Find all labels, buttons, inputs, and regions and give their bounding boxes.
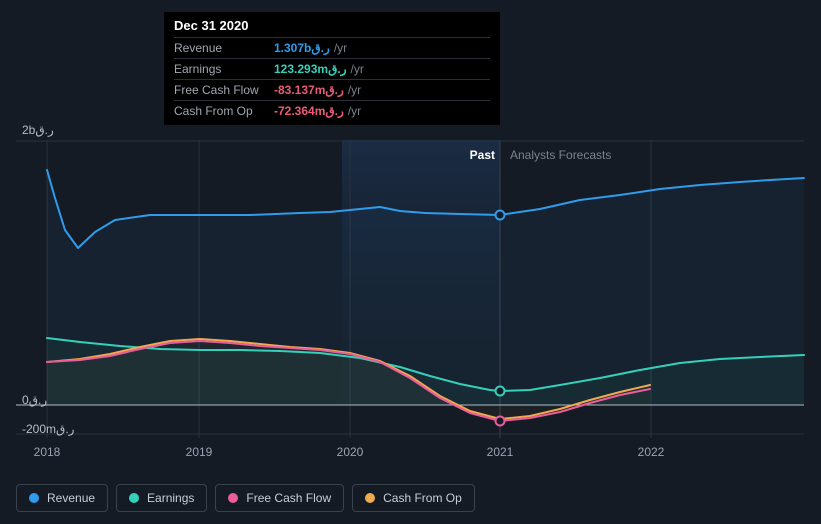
- y-axis-label: 2bر.ق: [22, 123, 54, 137]
- tooltip-row: Earnings123.293mر.ق/yr: [174, 59, 490, 80]
- forecast-label: Analysts Forecasts: [510, 148, 611, 162]
- tooltip-row-value: 123.293mر.ق/yr: [274, 59, 490, 80]
- legend-dot-icon: [365, 493, 375, 503]
- legend-dot-icon: [29, 493, 39, 503]
- tooltip-row-label: Cash From Op: [174, 101, 274, 122]
- x-axis-label: 2020: [337, 445, 364, 459]
- legend-item[interactable]: Revenue: [16, 484, 108, 512]
- legend-label: Cash From Op: [383, 491, 462, 505]
- chart-tooltip: Dec 31 2020 Revenue1.307bر.ق/yrEarnings1…: [164, 12, 500, 125]
- y-axis-label: 0ر.ق: [22, 393, 47, 407]
- tooltip-row-value: -72.364mر.ق/yr: [274, 101, 490, 122]
- tooltip-row-value: -83.137mر.ق/yr: [274, 80, 490, 101]
- legend-dot-icon: [228, 493, 238, 503]
- tooltip-row-label: Free Cash Flow: [174, 80, 274, 101]
- legend-label: Earnings: [147, 491, 194, 505]
- tooltip-row: Revenue1.307bر.ق/yr: [174, 38, 490, 59]
- legend-item[interactable]: Earnings: [116, 484, 207, 512]
- past-label: Past: [470, 148, 495, 162]
- tooltip-row-label: Revenue: [174, 38, 274, 59]
- legend-dot-icon: [129, 493, 139, 503]
- tooltip-row: Cash From Op-72.364mر.ق/yr: [174, 101, 490, 122]
- tooltip-date: Dec 31 2020: [174, 18, 490, 37]
- x-axis-label: 2022: [638, 445, 665, 459]
- legend: Revenue Earnings Free Cash Flow Cash From O…: [16, 484, 475, 512]
- x-axis-label: 2018: [34, 445, 61, 459]
- legend-label: Revenue: [47, 491, 95, 505]
- tooltip-row-value: 1.307bر.ق/yr: [274, 38, 490, 59]
- x-axis-label: 2021: [487, 445, 514, 459]
- y-axis-label: -200mر.ق: [22, 422, 74, 436]
- legend-item[interactable]: Free Cash Flow: [215, 484, 344, 512]
- legend-label: Free Cash Flow: [246, 491, 331, 505]
- tooltip-table: Revenue1.307bر.ق/yrEarnings123.293mر.ق/y…: [174, 37, 490, 121]
- financial-chart: Dec 31 2020 Revenue1.307bر.ق/yrEarnings1…: [0, 0, 821, 524]
- tooltip-row: Free Cash Flow-83.137mر.ق/yr: [174, 80, 490, 101]
- x-axis-label: 2019: [186, 445, 213, 459]
- legend-item[interactable]: Cash From Op: [352, 484, 475, 512]
- tooltip-row-label: Earnings: [174, 59, 274, 80]
